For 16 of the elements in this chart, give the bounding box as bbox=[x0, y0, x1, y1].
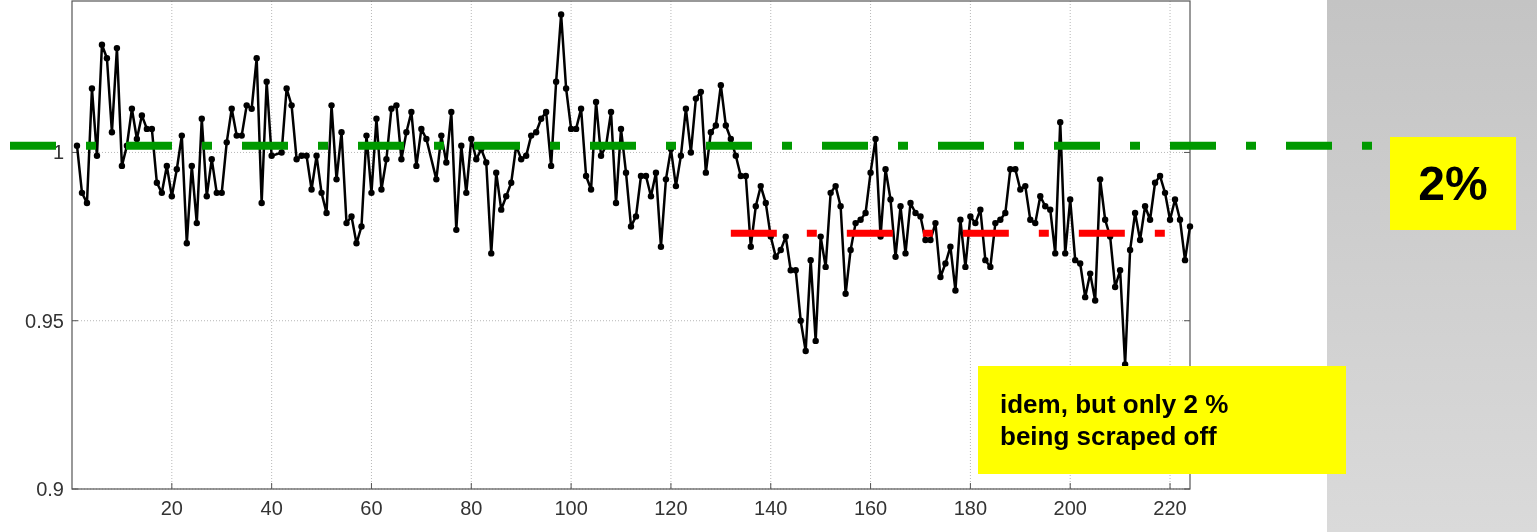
x-tick-label: 20 bbox=[160, 497, 183, 519]
x-tick-label: 180 bbox=[953, 497, 988, 519]
x-tick-label: 120 bbox=[654, 497, 688, 519]
x-tick-label: 220 bbox=[1153, 497, 1187, 519]
x-tick-label: 140 bbox=[754, 497, 788, 519]
y-tick-label: 0.9 bbox=[36, 478, 64, 500]
x-tick-label: 160 bbox=[853, 497, 888, 519]
x-tick-label: 80 bbox=[460, 497, 483, 519]
annotation: idem, but only 2 % being scraped off bbox=[1000, 388, 1229, 452]
y-tick-label: 0.95 bbox=[25, 309, 64, 332]
text: 2% bbox=[1418, 157, 1488, 211]
x-tick-label: 60 bbox=[360, 497, 383, 519]
y-tick-label: 1 bbox=[52, 141, 64, 164]
x-tick-label: 40 bbox=[260, 497, 283, 519]
x-tick-label: 200 bbox=[1053, 497, 1087, 519]
x-tick-label: 100 bbox=[554, 497, 588, 519]
